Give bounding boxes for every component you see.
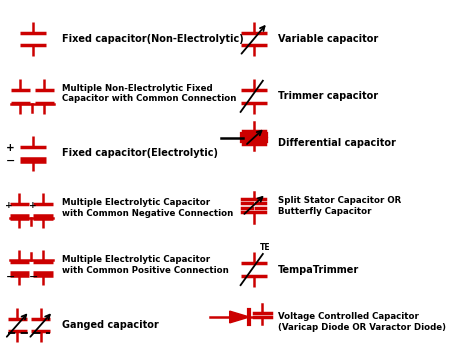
- Text: Fixed capacitor(Electrolytic): Fixed capacitor(Electrolytic): [62, 149, 218, 158]
- Text: Multiple Electrolytic Capacitor
with Common Negative Connection: Multiple Electrolytic Capacitor with Com…: [62, 198, 233, 218]
- Text: Trimmer capacitor: Trimmer capacitor: [278, 91, 378, 101]
- Text: TE: TE: [260, 243, 271, 252]
- Text: Voltage Controlled Capacitor
(Varicap Diode OR Varactor Diode): Voltage Controlled Capacitor (Varicap Di…: [278, 313, 446, 332]
- Text: +: +: [29, 201, 36, 209]
- Text: Variable capacitor: Variable capacitor: [278, 34, 378, 44]
- Text: +: +: [5, 201, 13, 209]
- Text: Fixed capacitor(Non-Electrolytic): Fixed capacitor(Non-Electrolytic): [62, 34, 244, 44]
- Text: Multiple Non-Electrolytic Fixed
Capacitor with Common Connection: Multiple Non-Electrolytic Fixed Capacito…: [62, 84, 236, 103]
- Text: TempaTrimmer: TempaTrimmer: [278, 265, 359, 275]
- Text: −: −: [5, 271, 15, 282]
- Text: Split Stator Capacitor OR
Butterfly Capacitor: Split Stator Capacitor OR Butterfly Capa…: [278, 196, 401, 216]
- Text: Differential capacitor: Differential capacitor: [278, 138, 396, 148]
- Polygon shape: [230, 311, 249, 323]
- Text: −: −: [6, 156, 16, 166]
- Text: Ganged capacitor: Ganged capacitor: [62, 320, 158, 330]
- Text: +: +: [6, 143, 15, 153]
- Text: −: −: [29, 271, 38, 282]
- Text: Multiple Electrolytic Capacitor
with Common Positive Connection: Multiple Electrolytic Capacitor with Com…: [62, 255, 228, 275]
